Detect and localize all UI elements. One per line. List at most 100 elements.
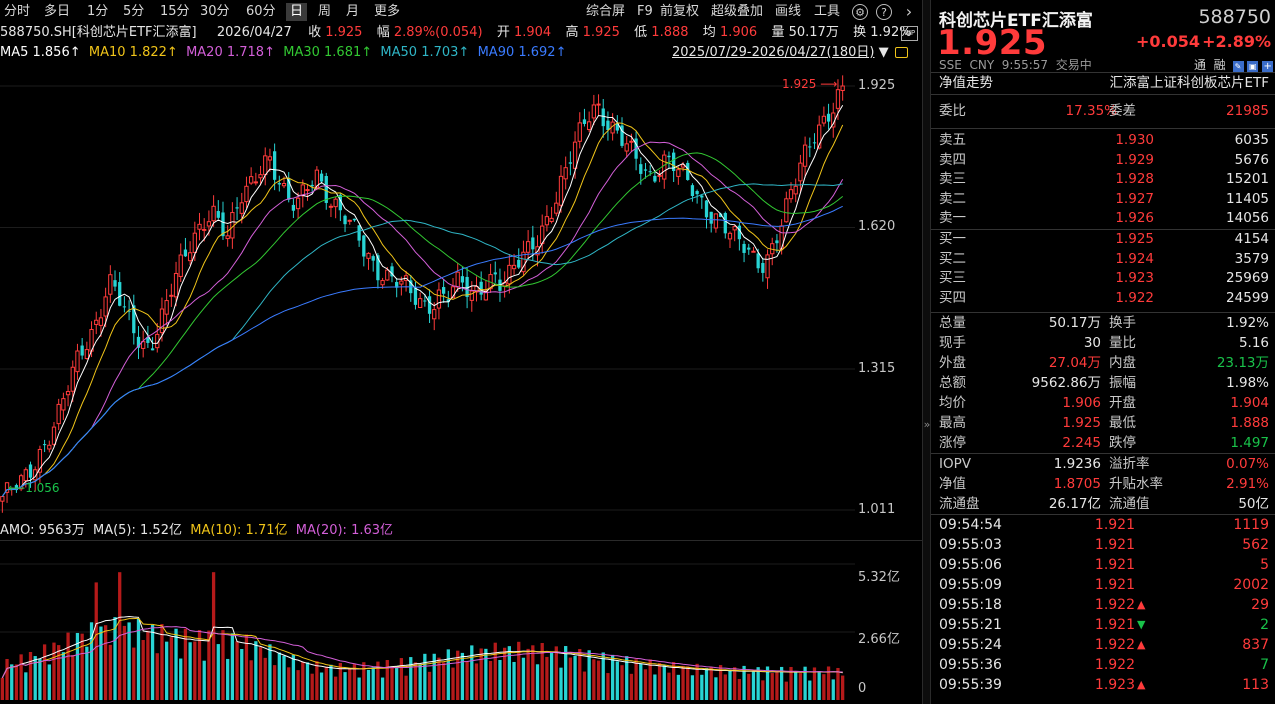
candle-body xyxy=(333,198,338,208)
candle-body xyxy=(42,444,47,446)
weicha-label: 委差 xyxy=(1109,103,1136,119)
chevron-right-icon[interactable]: › xyxy=(905,2,913,21)
trade-row[interactable]: 09:55:21 1.921 ▼ 2 xyxy=(939,615,1269,635)
help-icon[interactable]: ? xyxy=(876,4,892,20)
toolbar-button-4[interactable]: 画线 xyxy=(775,4,802,19)
volume-bar xyxy=(348,667,352,700)
candle-body xyxy=(136,336,141,348)
trade-row[interactable]: 09:55:18 1.922 ▲ 29 xyxy=(939,595,1269,615)
toolbar-button-3[interactable]: 超级叠加 xyxy=(711,4,764,19)
buy-order-row[interactable]: 买三 1.923 25969 xyxy=(939,269,1269,288)
lock-icon[interactable] xyxy=(894,47,908,58)
sell-order-row[interactable]: 卖三 1.928 15201 xyxy=(939,170,1269,189)
volume-bar xyxy=(362,662,366,700)
period-tab-6[interactable]: 60分 xyxy=(246,4,276,19)
ma30-legend: MA30 1.681↑ xyxy=(283,45,373,60)
trade-row[interactable]: 09:55:24 1.922 ▲ 837 xyxy=(939,635,1269,655)
volume-bar xyxy=(610,654,615,700)
toolbar-button-5[interactable]: 工具 xyxy=(814,4,841,19)
buy-order-row[interactable]: 买一 1.925 4154 xyxy=(939,230,1269,249)
nav-trend-row[interactable]: 净值走势 汇添富上证科创板芯片ETF xyxy=(939,73,1269,93)
pencil-icon[interactable]: ✎ xyxy=(1232,61,1244,72)
candle-body xyxy=(723,212,727,234)
toolbar-button-2[interactable]: 前复权 xyxy=(660,4,700,19)
volume-bar xyxy=(446,649,450,700)
order-volume: 6035 xyxy=(1234,132,1269,148)
trade-row[interactable]: 09:55:06 1.921 5 xyxy=(939,555,1269,575)
period-tab-4[interactable]: 15分 xyxy=(160,4,190,19)
toolbar-button-0[interactable]: 综合屏 xyxy=(586,4,626,19)
collapse-arrow-icon[interactable]: » xyxy=(923,418,931,431)
period-tab-3[interactable]: 5分 xyxy=(123,4,145,19)
period-tab-10[interactable]: 更多 xyxy=(374,4,401,19)
trade-row[interactable]: 09:55:03 1.921 562 xyxy=(939,535,1269,555)
volume-bar xyxy=(85,646,89,700)
low-marker-value: 1.056 xyxy=(25,481,60,495)
candle-body xyxy=(380,280,385,286)
toolbar-button-1[interactable]: F9 xyxy=(637,4,653,19)
candle-body xyxy=(357,225,361,241)
settings-icon[interactable]: ⚙ xyxy=(852,4,868,20)
market-status-row: SSE CNY 9:55:57 交易中 xyxy=(939,56,1092,73)
trade-row[interactable]: 09:55:09 1.921 2002 xyxy=(939,575,1269,595)
candle-body xyxy=(418,298,423,309)
volume-chart[interactable] xyxy=(0,544,922,704)
volume-bar xyxy=(235,641,239,700)
sell-order-row[interactable]: 卖四 1.929 5676 xyxy=(939,151,1269,170)
candle-body xyxy=(639,164,643,174)
candle-body xyxy=(65,391,71,396)
wp-icon[interactable]: WP xyxy=(901,26,918,41)
buy-order-row[interactable]: 买二 1.924 3579 xyxy=(939,250,1269,269)
volume-bar xyxy=(409,657,413,700)
candle-body xyxy=(517,259,521,268)
volume-bar xyxy=(756,667,760,700)
candle-body xyxy=(798,162,803,182)
period-tab-5[interactable]: 30分 xyxy=(200,4,230,19)
stat-label: 现手 xyxy=(939,335,966,351)
period-tab-1[interactable]: 多日 xyxy=(44,4,71,19)
window-icon[interactable]: ▣ xyxy=(1247,61,1259,72)
volume-bar xyxy=(728,669,732,700)
date-range[interactable]: 2025/07/29-2026/04/27(180日) ▼ xyxy=(672,44,908,62)
candle-body xyxy=(197,223,202,230)
volume-axis-label: 5.32亿 xyxy=(858,570,900,585)
period-tab-8[interactable]: 周 xyxy=(318,4,332,19)
sell-order-row[interactable]: 卖五 1.930 6035 xyxy=(939,131,1269,150)
candlestick-chart[interactable] xyxy=(0,62,922,522)
triangle-down-icon[interactable]: ▼ xyxy=(878,45,889,60)
candle-body xyxy=(493,272,497,275)
stat-value: 1.92% xyxy=(1226,315,1269,331)
candle-body xyxy=(239,202,244,214)
period-tab-9[interactable]: 月 xyxy=(346,4,360,19)
volume-bar xyxy=(493,642,497,700)
period-tab-2[interactable]: 1分 xyxy=(87,4,109,19)
volume-bar xyxy=(141,640,145,700)
trade-row[interactable]: 09:55:36 1.922 7 xyxy=(939,655,1269,675)
candle-body xyxy=(446,299,450,303)
stat-value: 1.906 xyxy=(1062,395,1101,411)
trade-row[interactable]: 09:55:39 1.923 ▲ 113 xyxy=(939,675,1269,695)
period-tab-7[interactable]: 日 xyxy=(286,3,308,21)
sell-order-row[interactable]: 卖二 1.927 11405 xyxy=(939,190,1269,209)
volume-bar xyxy=(399,658,404,700)
period-tab-0[interactable]: 分时 xyxy=(4,4,31,19)
order-level-label: 卖四 xyxy=(939,151,966,168)
volume-bar xyxy=(395,665,399,700)
plus-icon[interactable]: + xyxy=(1262,61,1274,72)
volume-bar xyxy=(122,625,127,700)
trade-price: 1.921 xyxy=(1094,617,1135,633)
candle-body xyxy=(690,185,695,197)
low-value: 1.888 xyxy=(651,25,689,40)
volume-bar xyxy=(784,681,788,700)
vol-ma20-line xyxy=(1,626,843,679)
close-label: 收 xyxy=(308,25,322,40)
volume-bar xyxy=(146,630,150,700)
panel-splitter[interactable]: » xyxy=(922,0,931,704)
candle-body xyxy=(761,262,765,273)
divider xyxy=(931,229,1275,230)
trade-row[interactable]: 09:54:54 1.921 1119 xyxy=(939,515,1269,535)
sell-order-row[interactable]: 卖一 1.926 14056 xyxy=(939,209,1269,228)
currency: CNY xyxy=(969,58,995,72)
stat-row: 流通盘 26.17亿 流通值 50亿 xyxy=(939,494,1269,514)
buy-order-row[interactable]: 买四 1.922 24599 xyxy=(939,289,1269,308)
